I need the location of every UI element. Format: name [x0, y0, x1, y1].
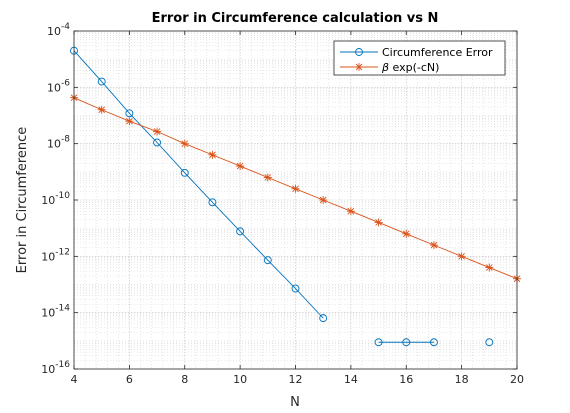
y-tick-label: 10-14 — [41, 304, 70, 320]
x-tick-label: 8 — [181, 373, 188, 386]
axis-ticks — [73, 30, 518, 370]
legend-label-circumference-error: Circumference Error — [382, 46, 493, 59]
legend-label-beta-exp: β exp(-cN) — [381, 61, 439, 74]
data-point-beta-exp — [457, 252, 466, 261]
data-point-circumference-error — [429, 338, 438, 347]
legend-marker-circumference-error — [355, 48, 363, 56]
data-point-beta-exp — [263, 173, 272, 182]
legend-box — [333, 40, 506, 76]
series-line-circumference-error — [73, 50, 324, 319]
y-tick-label: 10-16 — [41, 360, 70, 376]
data-point-beta-exp — [429, 241, 438, 250]
data-point-circumference-error — [374, 338, 383, 347]
data-point-beta-exp — [180, 139, 189, 148]
x-tick-label: 12 — [289, 373, 303, 386]
data-point-beta-exp — [291, 184, 300, 193]
data-point-circumference-error — [402, 338, 411, 347]
data-point-beta-exp — [236, 162, 245, 171]
data-point-circumference-error — [236, 227, 245, 236]
legend-beta-rest: exp(-cN) — [389, 61, 439, 74]
legend-beta-symbol: β — [381, 61, 389, 74]
x-axis-label: N — [290, 395, 300, 410]
data-point-beta-exp — [374, 218, 383, 227]
x-tick-label: 10 — [233, 373, 247, 386]
x-tick-label: 20 — [510, 373, 524, 386]
x-tick-label: 16 — [399, 373, 413, 386]
data-point-circumference-error — [153, 138, 162, 147]
y-tick-label: 10-12 — [41, 247, 70, 263]
data-point-circumference-error — [208, 198, 217, 207]
x-tick-labels: 4 6 8 10 12 14 16 18 20 — [71, 373, 525, 386]
data-point-beta-exp — [208, 150, 217, 159]
y-tick-label: 10-6 — [47, 78, 70, 94]
data-point-circumference-error — [97, 77, 106, 86]
data-point-beta-exp — [485, 263, 494, 272]
data-point-circumference-error — [319, 314, 328, 323]
series-layer — [70, 46, 521, 347]
data-point-beta-exp — [402, 229, 411, 238]
y-axis-label: Error in Circumference — [15, 127, 30, 274]
data-point-circumference-error — [263, 256, 272, 265]
data-point-circumference-error — [291, 284, 300, 293]
legend: Circumference Error β exp(-cN) — [333, 40, 506, 76]
x-tick-label: 6 — [126, 373, 133, 386]
data-point-beta-exp — [97, 105, 106, 114]
data-point-beta-exp — [319, 196, 328, 204]
data-point-beta-exp — [153, 127, 162, 136]
chart-title: Error in Circumference calculation vs N — [152, 11, 439, 26]
x-tick-label: 18 — [455, 373, 469, 386]
data-point-beta-exp — [346, 207, 355, 216]
legend-marker-beta-exp — [355, 63, 363, 71]
data-point-beta-exp — [125, 117, 134, 126]
data-point-circumference-error — [485, 338, 494, 347]
data-point-circumference-error — [180, 168, 189, 177]
x-tick-label: 14 — [344, 373, 358, 386]
y-tick-labels: 10-4 10-6 10-8 10-10 10-12 10-14 10-16 — [41, 22, 70, 376]
data-point-circumference-error — [125, 109, 134, 118]
y-tick-label: 10-10 — [41, 191, 70, 207]
x-tick-label: 4 — [71, 373, 78, 386]
y-tick-label: 10-4 — [47, 22, 70, 38]
y-tick-label: 10-8 — [47, 135, 70, 151]
